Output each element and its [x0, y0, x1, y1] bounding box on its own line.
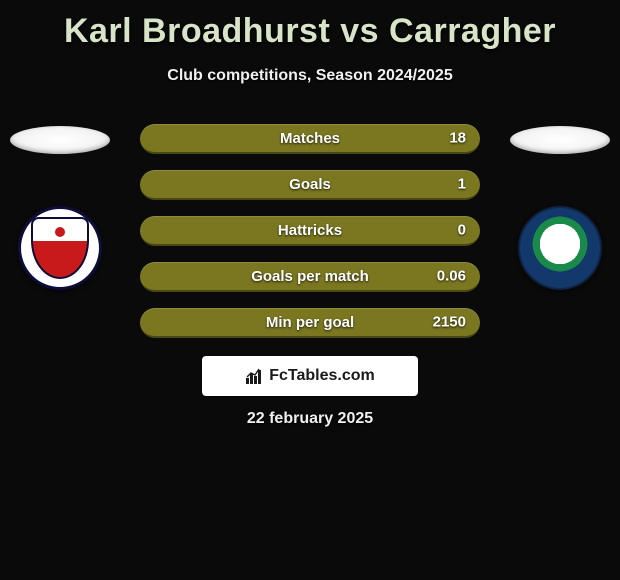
stat-right-value: 1	[458, 176, 466, 193]
date-text: 22 february 2025	[0, 410, 620, 428]
stat-row-min-per-goal: Min per goal 2150	[140, 308, 480, 338]
stat-row-hattricks: Hattricks 0	[140, 216, 480, 246]
stat-label: Matches	[280, 130, 340, 147]
stat-row-goals-per-match: Goals per match 0.06	[140, 262, 480, 292]
stat-row-matches: Matches 18	[140, 124, 480, 154]
stat-right-value: 18	[449, 130, 466, 147]
stat-label: Goals	[289, 176, 331, 193]
player-left-avatar-placeholder	[10, 126, 110, 154]
branding-badge[interactable]: FcTables.com	[202, 356, 418, 396]
stat-right-value: 0.06	[437, 268, 466, 285]
club-badge-left	[18, 206, 102, 290]
stat-label: Hattricks	[278, 222, 342, 239]
stats-list: Matches 18 Goals 1 Hattricks 0 Goals per…	[140, 124, 480, 354]
stat-label: Goals per match	[251, 268, 369, 285]
comparison-card: Karl Broadhurst vs Carragher Club compet…	[0, 0, 620, 440]
branding-text: FcTables.com	[269, 367, 375, 385]
stat-right-value: 2150	[433, 314, 466, 331]
crawley-shield-icon	[31, 217, 89, 279]
player-right-column	[500, 124, 620, 290]
player-left-column	[0, 124, 120, 290]
stat-row-goals: Goals 1	[140, 170, 480, 200]
subtitle: Club competitions, Season 2024/2025	[0, 67, 620, 85]
page-title: Karl Broadhurst vs Carragher	[0, 12, 620, 51]
stat-label: Min per goal	[266, 314, 354, 331]
stat-right-value: 0	[458, 222, 466, 239]
club-badge-right	[518, 206, 602, 290]
bar-chart-icon	[245, 367, 263, 385]
player-right-avatar-placeholder	[510, 126, 610, 154]
